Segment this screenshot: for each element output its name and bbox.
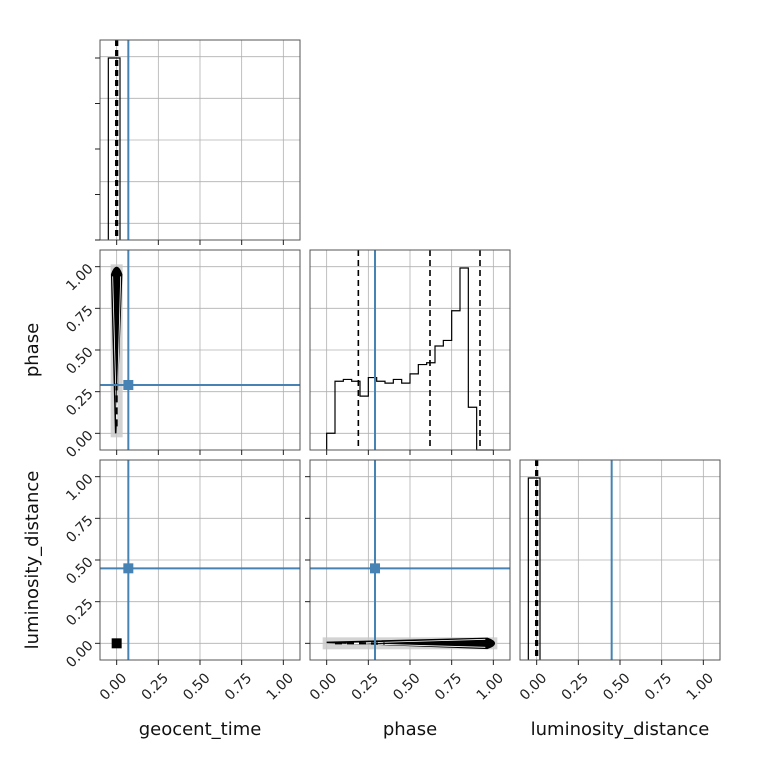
truth-marker [123,563,134,574]
x-axis-label-luminosity_distance: luminosity_distance [531,719,710,740]
truth-marker [370,563,380,574]
x-tick-label: 1.00 [684,670,717,703]
y-tick-label: 1.00 [63,261,96,294]
y-tick-label: 0.00 [63,428,96,461]
histogram-geocent_time [107,57,121,240]
x-tick-label: 0.00 [97,670,130,703]
x-axis-label-geocent_time: geocent_time [139,719,262,740]
y-tick-label: 0.75 [63,513,96,546]
panel-1-0 [100,250,300,450]
x-axis-label-phase: phase [383,719,437,740]
x-tick-label: 0.50 [180,670,213,703]
y-tick-label: 0.00 [63,638,96,671]
x-tick-label: 0.75 [222,670,255,703]
x-tick-label: 0.25 [139,670,172,703]
y-axis-label-phase: phase [22,323,43,377]
x-tick-label: 1.00 [264,670,297,703]
y-tick-label: 0.50 [63,344,96,377]
x-tick-label: 0.50 [390,670,423,703]
x-tick-label: 0.50 [600,670,633,703]
panel-0-0 [100,40,300,240]
x-tick-label: 0.25 [559,670,592,703]
y-tick-label: 0.50 [63,554,96,587]
panel-2-2 [520,460,720,660]
x-tick-label: 0.00 [517,670,550,703]
density-contour [110,266,123,434]
y-tick-label: 0.25 [63,596,96,629]
density-contour [326,637,496,650]
panel-2-1 [310,460,510,660]
panel-1-1 [310,250,510,451]
truth-marker [123,380,134,390]
x-tick-label: 0.00 [307,670,340,703]
histogram-luminosity_distance [527,477,541,660]
x-tick-label: 0.25 [349,670,382,703]
y-axis-label-luminosity_distance: luminosity_distance [22,471,43,650]
density-point [111,638,122,649]
histogram-phase [326,267,494,451]
y-tick-label: 0.25 [63,386,96,419]
x-tick-label: 0.75 [642,670,675,703]
density-contour-inner [346,638,486,648]
x-tick-label: 1.00 [474,670,507,703]
y-tick-label: 0.75 [63,303,96,336]
y-tick-label: 1.00 [63,471,96,504]
x-tick-label: 0.75 [432,670,465,703]
panel-2-0 [100,460,300,660]
